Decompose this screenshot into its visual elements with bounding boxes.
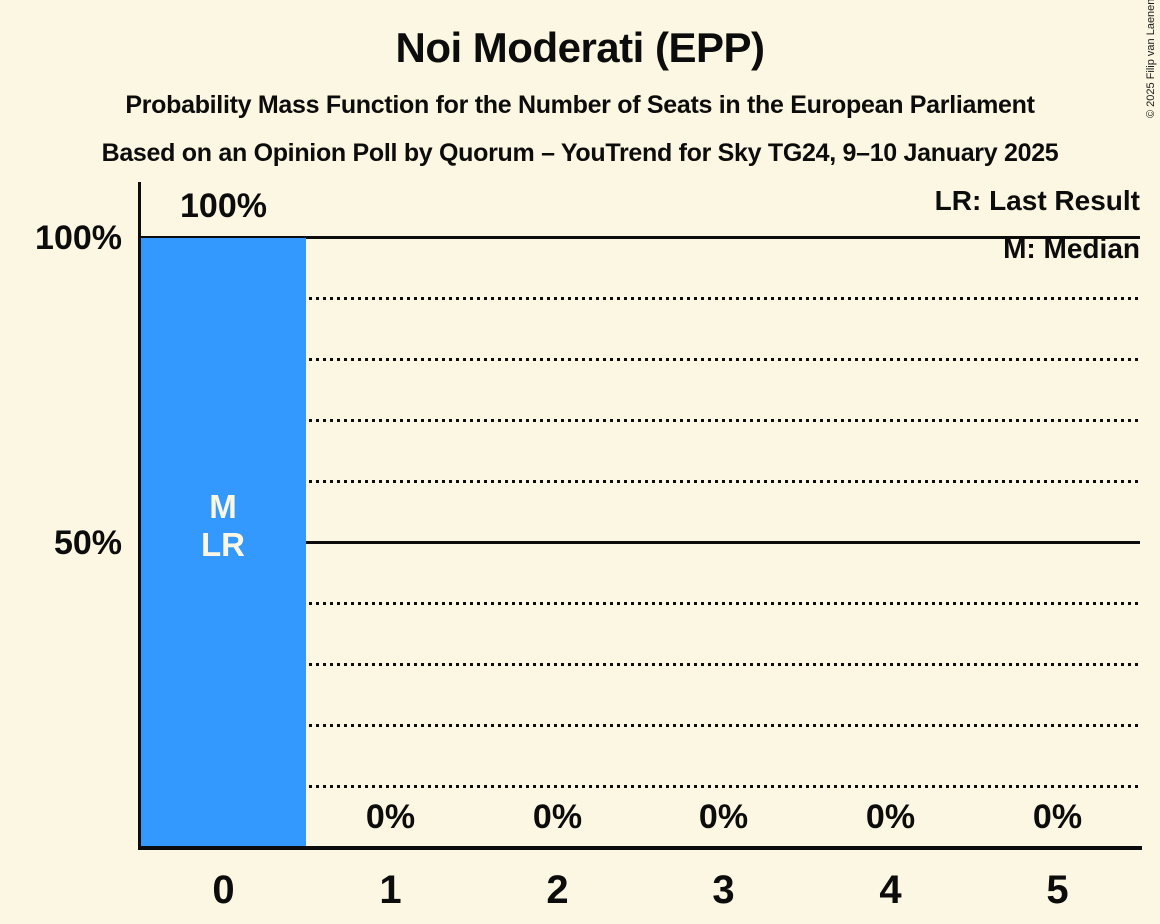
bar-value-label-4: 0%	[865, 798, 916, 836]
gridline-20-percent	[141, 724, 1140, 727]
bar-seats-0: M LR	[140, 238, 306, 846]
median-marker: M	[209, 488, 237, 525]
chart-title: Noi Moderati (EPP)	[395, 24, 765, 71]
x-axis-tick-2: 2	[546, 868, 569, 912]
bar-value-label-3: 0%	[698, 798, 749, 836]
bar-value-label-0: 100%	[180, 187, 267, 225]
x-axis-tick-0: 0	[212, 868, 235, 912]
x-axis-tick-4: 4	[879, 868, 902, 912]
poll-source-line: Based on an Opinion Poll by Quorum – You…	[101, 139, 1059, 167]
gridline-100-percent	[141, 236, 1140, 239]
y-axis-tick-50: 50%	[53, 524, 122, 562]
copyright-notice: © 2025 Filip van Laenen	[1145, 0, 1157, 118]
bar-value-label-2: 0%	[532, 798, 583, 836]
x-axis-tick-5: 5	[1046, 868, 1069, 912]
y-axis-tick-100: 100%	[35, 219, 122, 257]
bar-annotation: M LR	[140, 488, 306, 564]
gridline-90-percent	[141, 297, 1140, 300]
legend-last-result: LR: Last Result	[934, 185, 1140, 216]
gridline-10-percent	[141, 785, 1140, 788]
x-axis-tick-3: 3	[712, 868, 735, 912]
y-axis-line	[138, 182, 141, 850]
legend-median: M: Median	[1003, 233, 1140, 264]
bar-value-label-1: 0%	[365, 798, 416, 836]
gridline-40-percent	[141, 602, 1140, 605]
gridline-60-percent	[141, 480, 1140, 483]
gridline-80-percent	[141, 358, 1140, 361]
x-axis-line	[138, 846, 1142, 850]
gridline-30-percent	[141, 663, 1140, 666]
gridline-70-percent	[141, 419, 1140, 422]
x-axis-tick-1: 1	[379, 868, 402, 912]
gridline-50-percent	[141, 541, 1140, 544]
bar-value-label-5: 0%	[1032, 798, 1083, 836]
last-result-marker: LR	[201, 526, 245, 563]
chart-subtitle: Probability Mass Function for the Number…	[125, 91, 1035, 119]
